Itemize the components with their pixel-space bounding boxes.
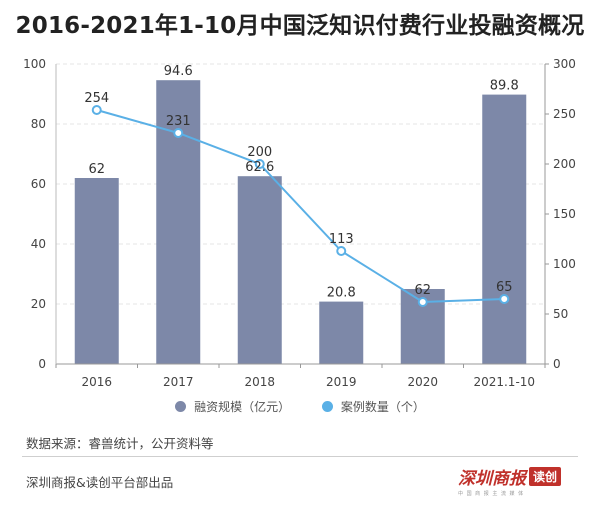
line-value-label: 200 xyxy=(247,145,272,160)
line-point xyxy=(499,294,510,304)
line-point xyxy=(173,128,184,138)
x-tick-label: 2017 xyxy=(163,375,194,389)
bar-series xyxy=(74,80,527,364)
x-tick-label: 2019 xyxy=(326,375,357,389)
source-note: 数据来源：睿兽统计，公开资料等 xyxy=(26,436,214,451)
bar xyxy=(74,178,119,364)
bar-value-label: 20.8 xyxy=(327,286,356,301)
legend: 融资规模（亿元） 案例数量（个） xyxy=(0,398,600,415)
y-right-tick-label: 50 xyxy=(553,307,568,321)
axes: 0 20 40 60 80 100 0 50 100 150 200 250 300 2016 2017 20… xyxy=(23,57,576,389)
y-left-tick-label: 0 xyxy=(38,357,46,371)
legend-line-label: 案例数量（个） xyxy=(340,400,425,414)
logo-tag: 读创 xyxy=(529,467,562,486)
brand-logo: 深圳商报 读创 中 国 商 报 主 流 媒 体 xyxy=(458,464,576,500)
data-labels: 62 94.6 62.6 20.8 89.8 254 231 200 113 62 65 xyxy=(84,64,518,300)
publisher-credit: 深圳商报&读创平台部出品 xyxy=(26,475,174,490)
legend-item-line[interactable]: 案例数量（个） xyxy=(321,398,425,415)
line-point xyxy=(336,246,347,256)
bar xyxy=(482,94,527,364)
y-left-tick-label: 40 xyxy=(31,237,46,251)
y-right-tick-label: 0 xyxy=(553,357,561,371)
bar xyxy=(237,176,282,364)
bar-value-label: 89.8 xyxy=(490,79,519,94)
x-tick-label: 2018 xyxy=(244,375,275,389)
bar-value-label: 62.6 xyxy=(245,160,274,175)
legend-line-swatch xyxy=(321,401,333,412)
x-tick-label: 2016 xyxy=(81,375,112,389)
line-value-label: 231 xyxy=(166,114,191,129)
y-left-tick-label: 80 xyxy=(31,117,46,131)
line-value-label: 254 xyxy=(84,91,109,106)
y-right-tick-label: 300 xyxy=(553,57,576,71)
line-value-label: 65 xyxy=(496,280,513,295)
logo-wordmark: 深圳商报 读创 xyxy=(458,464,576,489)
line-value-label: 113 xyxy=(329,232,354,247)
chart-title: 2016-2021年1-10月中国泛知识付费行业投融资概况 xyxy=(15,13,585,39)
gridlines xyxy=(56,63,545,305)
bar-value-label: 94.6 xyxy=(164,64,193,79)
y-right-tick-label: 150 xyxy=(553,207,576,221)
line-value-label: 62 xyxy=(414,283,431,298)
legend-bar-label: 融资规模（亿元） xyxy=(194,400,291,414)
legend-bar-swatch xyxy=(175,401,187,412)
legend-item-bar[interactable]: 融资规模（亿元） xyxy=(175,398,290,415)
y-right-tick-label: 250 xyxy=(553,107,576,121)
line-point xyxy=(417,297,428,307)
y-left-tick-label: 60 xyxy=(31,177,46,191)
line-point xyxy=(254,159,265,169)
bar xyxy=(156,80,201,364)
line-series xyxy=(91,105,510,307)
bar-value-label: 62 xyxy=(88,162,105,177)
bar xyxy=(319,301,364,364)
line-path xyxy=(96,109,505,304)
y-left-tick-label: 20 xyxy=(31,297,46,311)
x-tick-label: 2020 xyxy=(407,375,438,389)
y-left-tick-label: 100 xyxy=(23,57,46,71)
logo-text: 深圳商报 xyxy=(458,469,526,489)
combo-chart: 0 20 40 60 80 100 0 50 100 150 200 250 300 2016 2017 20… xyxy=(23,57,576,389)
logo-subtitle: 中 国 商 报 主 流 媒 体 xyxy=(458,491,525,497)
x-tick-label: 2021.1-10 xyxy=(473,375,535,389)
footer-divider xyxy=(22,456,578,457)
line-point xyxy=(91,105,102,115)
y-right-tick-label: 200 xyxy=(553,157,576,171)
y-right-tick-label: 100 xyxy=(553,257,576,271)
